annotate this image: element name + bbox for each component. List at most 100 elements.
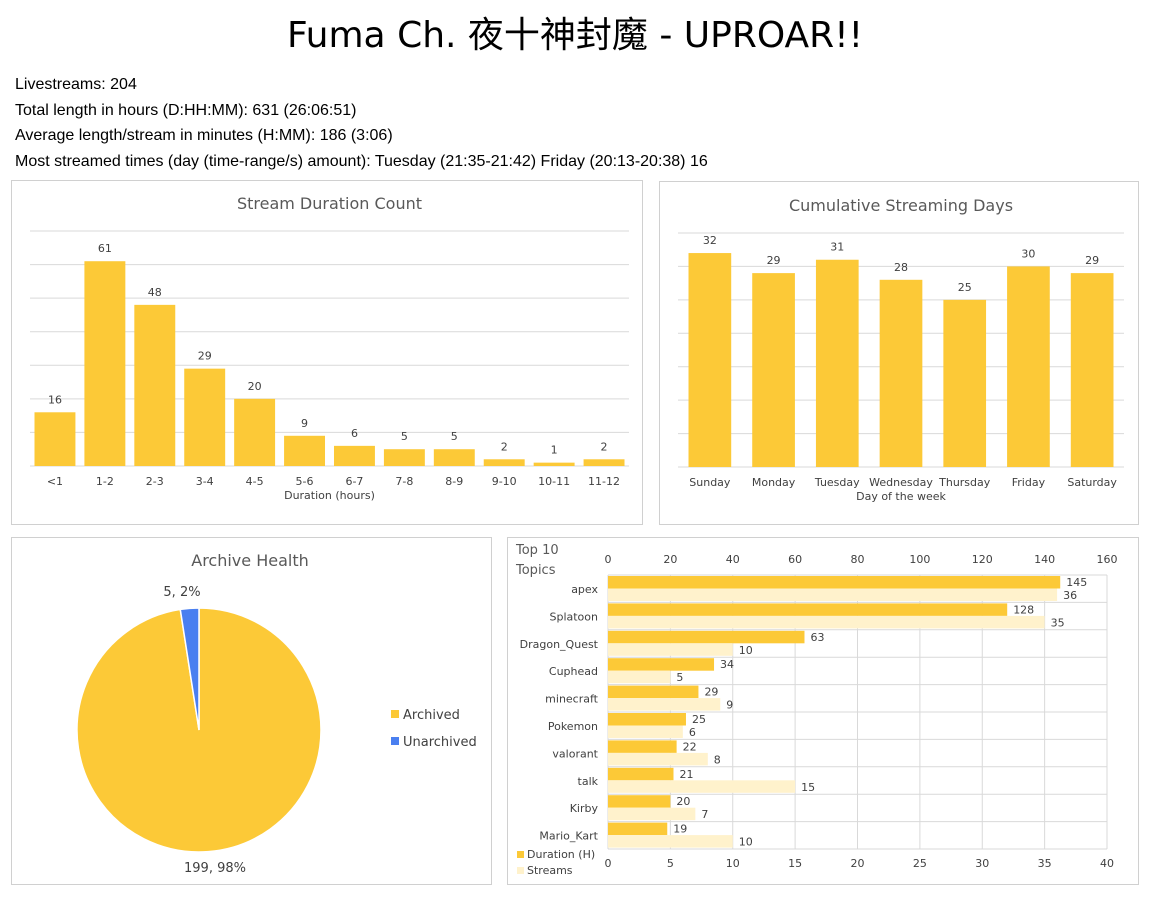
streaming-days-chart: Cumulative Streaming Days 32 Sunday 29 Monda… (678, 196, 1124, 503)
data-label: 5 (676, 671, 683, 684)
data-label: 34 (720, 658, 734, 671)
data-label: 199, 98% (184, 861, 246, 876)
bar (284, 435, 326, 466)
data-label: 6 (689, 726, 696, 739)
data-label: 2 (601, 440, 608, 453)
bottom-axis-tick: 20 (851, 857, 865, 870)
bar-duration (608, 713, 686, 726)
data-label: 36 (1063, 589, 1077, 602)
legend-swatch (517, 867, 524, 874)
data-label: 28 (894, 261, 908, 274)
bottom-axis-tick: 10 (726, 857, 740, 870)
data-label: 5, 2% (163, 585, 200, 600)
streaming-days-chart-panel: Cumulative Streaming Days 32 Sunday 29 Monda… (659, 181, 1139, 525)
category-label: talk (578, 775, 599, 788)
bar-streams (608, 807, 696, 821)
data-label: 16 (48, 393, 62, 406)
x-tick-label: 10-11 (538, 475, 570, 488)
data-label: 128 (1013, 603, 1034, 616)
bar (1070, 273, 1114, 467)
data-label: 10 (739, 644, 753, 657)
top-axis-tick: 80 (851, 553, 865, 566)
data-label: 29 (767, 254, 781, 267)
top-axis-tick: 20 (663, 553, 677, 566)
archive-health-chart: Archive Health 199, 98% 5, 2% Archived Unarc… (76, 551, 477, 876)
data-label: 48 (148, 286, 162, 299)
bar-duration (608, 630, 805, 644)
bar-streams (608, 725, 683, 738)
bar (34, 412, 76, 466)
page-title: Fuma Ch. 夜十神封魔 - UPROAR!! (286, 15, 864, 56)
data-label: 10 (739, 836, 753, 849)
data-label: 32 (703, 234, 717, 247)
category-label: Splatoon (549, 610, 598, 623)
x-axis-title: Duration (hours) (284, 489, 375, 502)
data-label: 8 (714, 753, 721, 766)
x-tick-label: 9-10 (492, 475, 517, 488)
bar (1007, 266, 1050, 467)
top-topics-chart: Top 10 Topics 0 20 40 60 80 100 120 140 160 0 5 10 15 2… (515, 543, 1118, 877)
data-label: 5 (451, 430, 458, 443)
data-label: 29 (1085, 254, 1099, 267)
data-label: 145 (1066, 576, 1087, 589)
x-tick-label: 4-5 (246, 475, 264, 488)
bottom-axis-tick: 35 (1038, 857, 1052, 870)
chart-title: Cumulative Streaming Days (789, 196, 1013, 215)
top-topics-chart-panel: Top 10 Topics 0 20 40 60 80 100 120 140 160 0 5 10 15 2… (507, 537, 1139, 885)
bar (383, 449, 425, 466)
bar-duration (608, 740, 677, 753)
data-label: 29 (198, 350, 212, 363)
bar-streams (608, 615, 1045, 629)
chart-title: Stream Duration Count (237, 194, 422, 213)
bar-duration (608, 658, 715, 671)
bar (583, 459, 625, 466)
data-label: 7 (701, 808, 708, 821)
x-tick-label: 2-3 (146, 475, 164, 488)
data-label: 30 (1021, 247, 1035, 260)
bar (84, 261, 126, 466)
chart-title: Archive Health (191, 551, 309, 570)
x-tick-label: 6-7 (345, 475, 363, 488)
bar-duration (608, 685, 699, 699)
category-label: Dragon_Quest (520, 638, 599, 651)
data-label: 25 (692, 713, 706, 726)
duration-count-chart: Stream Duration Count16<1611-2482-3293-4… (30, 194, 629, 502)
x-axis-title: Day of the week (856, 490, 946, 503)
x-tick-label: 8-9 (445, 475, 463, 488)
bar (688, 253, 732, 467)
legend-swatch (391, 737, 399, 745)
top-axis-tick: 100 (909, 553, 930, 566)
bar (483, 459, 525, 466)
legend-label: Unarchived (403, 735, 477, 750)
bar (184, 368, 226, 466)
x-tick-label: Friday (1012, 476, 1046, 489)
data-label: 35 (1051, 616, 1065, 629)
legend-swatch (517, 851, 524, 858)
x-tick-label: Monday (752, 476, 796, 489)
legend-label: Archived (403, 708, 460, 723)
top-axis-tick: 0 (605, 553, 612, 566)
bar-duration (608, 767, 674, 781)
data-label: 9 (726, 699, 733, 712)
bar-duration (608, 822, 668, 836)
bar (879, 279, 923, 467)
x-tick-label: 11-12 (588, 475, 620, 488)
pie-slice-unarchived (179, 607, 200, 731)
bar (234, 398, 276, 466)
data-label: 15 (801, 781, 815, 794)
chart-title: Top 10 (515, 543, 559, 558)
x-tick-label: <1 (47, 475, 63, 488)
data-label: 31 (830, 241, 844, 254)
data-label: 21 (679, 768, 693, 781)
data-label: 1 (551, 444, 558, 457)
data-label: 19 (673, 823, 687, 836)
legend-label: Duration (H) (527, 848, 595, 861)
data-label: 25 (958, 281, 972, 294)
data-label: 6 (351, 427, 358, 440)
x-tick-label: 1-2 (96, 475, 114, 488)
bottom-axis-tick: 5 (667, 857, 674, 870)
bar-streams (608, 643, 733, 656)
data-label: 20 (248, 380, 262, 393)
bar (533, 462, 575, 466)
bar-streams (608, 588, 1058, 601)
